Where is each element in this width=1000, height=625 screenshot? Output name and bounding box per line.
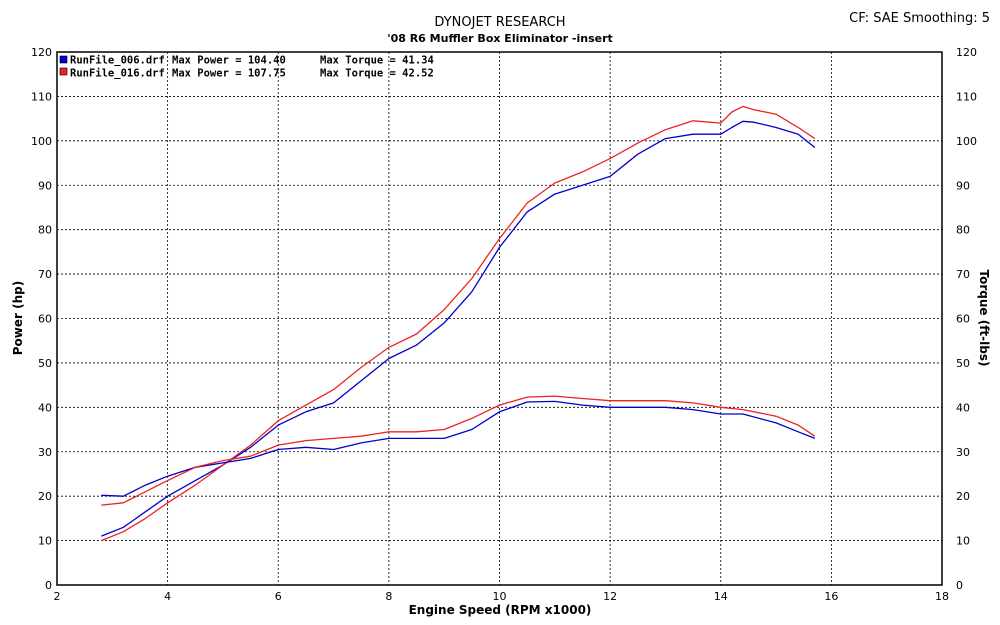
legend: RunFile_006.drf Max Power = 104.40 Max T…: [59, 55, 434, 80]
y-tick-label-right: 70: [956, 268, 970, 281]
y-tick-label-left: 30: [38, 446, 52, 459]
x-tick-label: 14: [714, 590, 728, 603]
y-tick-label-left: 120: [31, 46, 52, 59]
x-tick-label: 8: [385, 590, 392, 603]
legend-file-2: RunFile_016.drf: [70, 68, 165, 80]
legend-file-1: RunFile_006.drf: [70, 55, 165, 67]
y-tick-label-right: 0: [956, 579, 963, 592]
series-lines: [101, 105, 816, 542]
legend-swatch-1: [59, 55, 68, 64]
chart-subtitle: '08 R6 Muffler Box Eliminator -insert: [387, 32, 613, 45]
y-tick-label-right: 50: [956, 357, 970, 370]
y-tick-label-left: 50: [38, 357, 52, 370]
y-tick-label-right: 100: [956, 135, 977, 148]
y-tick-label-right: 10: [956, 535, 970, 548]
x-tick-label: 10: [493, 590, 507, 603]
y-tick-label-left: 80: [38, 224, 52, 237]
settings-label: CF: SAE Smoothing: 5: [849, 11, 990, 26]
y-tick-label-left: 40: [38, 401, 52, 414]
legend-power-2: Max Power = 107.75: [172, 68, 286, 80]
chart-title: DYNOJET RESEARCH: [434, 15, 565, 30]
y-tick-label-right: 60: [956, 313, 970, 326]
legend-power-1: Max Power = 104.40: [172, 55, 286, 67]
series-power-run016: [101, 105, 816, 542]
x-axis-label: Engine Speed (RPM x1000): [409, 603, 592, 617]
y-tick-label-right: 120: [956, 46, 977, 59]
y-tick-label-left: 70: [38, 268, 52, 281]
series-torque-run016: [101, 395, 816, 506]
y-tick-label-right: 20: [956, 490, 970, 503]
y-tick-label-left: 0: [45, 579, 52, 592]
grid-lines: [57, 52, 942, 585]
y-tick-label-left: 100: [31, 135, 52, 148]
x-tick-label: 6: [275, 590, 282, 603]
series-torque-run006: [101, 400, 816, 497]
x-tick-label: 16: [824, 590, 838, 603]
y-tick-label-right: 110: [956, 90, 977, 103]
y-tick-label-left: 90: [38, 179, 52, 192]
x-tick-label: 2: [54, 590, 61, 603]
axis-ticks: 2 4 6 8 10 12 14 16 18 0 0 10 10 20 20 30 30 40 40 50 50 60 60…: [31, 46, 977, 603]
y-tick-label-left: 10: [38, 535, 52, 548]
x-tick-label: 18: [935, 590, 949, 603]
x-tick-label: 4: [164, 590, 171, 603]
legend-torque-1: Max Torque = 41.34: [320, 55, 434, 67]
y-tick-label-left: 20: [38, 490, 52, 503]
y-tick-label-right: 80: [956, 224, 970, 237]
x-tick-label: 12: [603, 590, 617, 603]
legend-swatch-2: [59, 67, 68, 76]
y-tick-label-right: 40: [956, 401, 970, 414]
y-tick-label-right: 90: [956, 179, 970, 192]
y-axis-label-right: Torque (ft-lbs): [977, 270, 991, 367]
y-tick-label-left: 110: [31, 90, 52, 103]
y-tick-label-left: 60: [38, 313, 52, 326]
y-tick-label-right: 30: [956, 446, 970, 459]
y-axis-label-left: Power (hp): [11, 281, 25, 355]
legend-torque-2: Max Torque = 42.52: [320, 68, 434, 80]
